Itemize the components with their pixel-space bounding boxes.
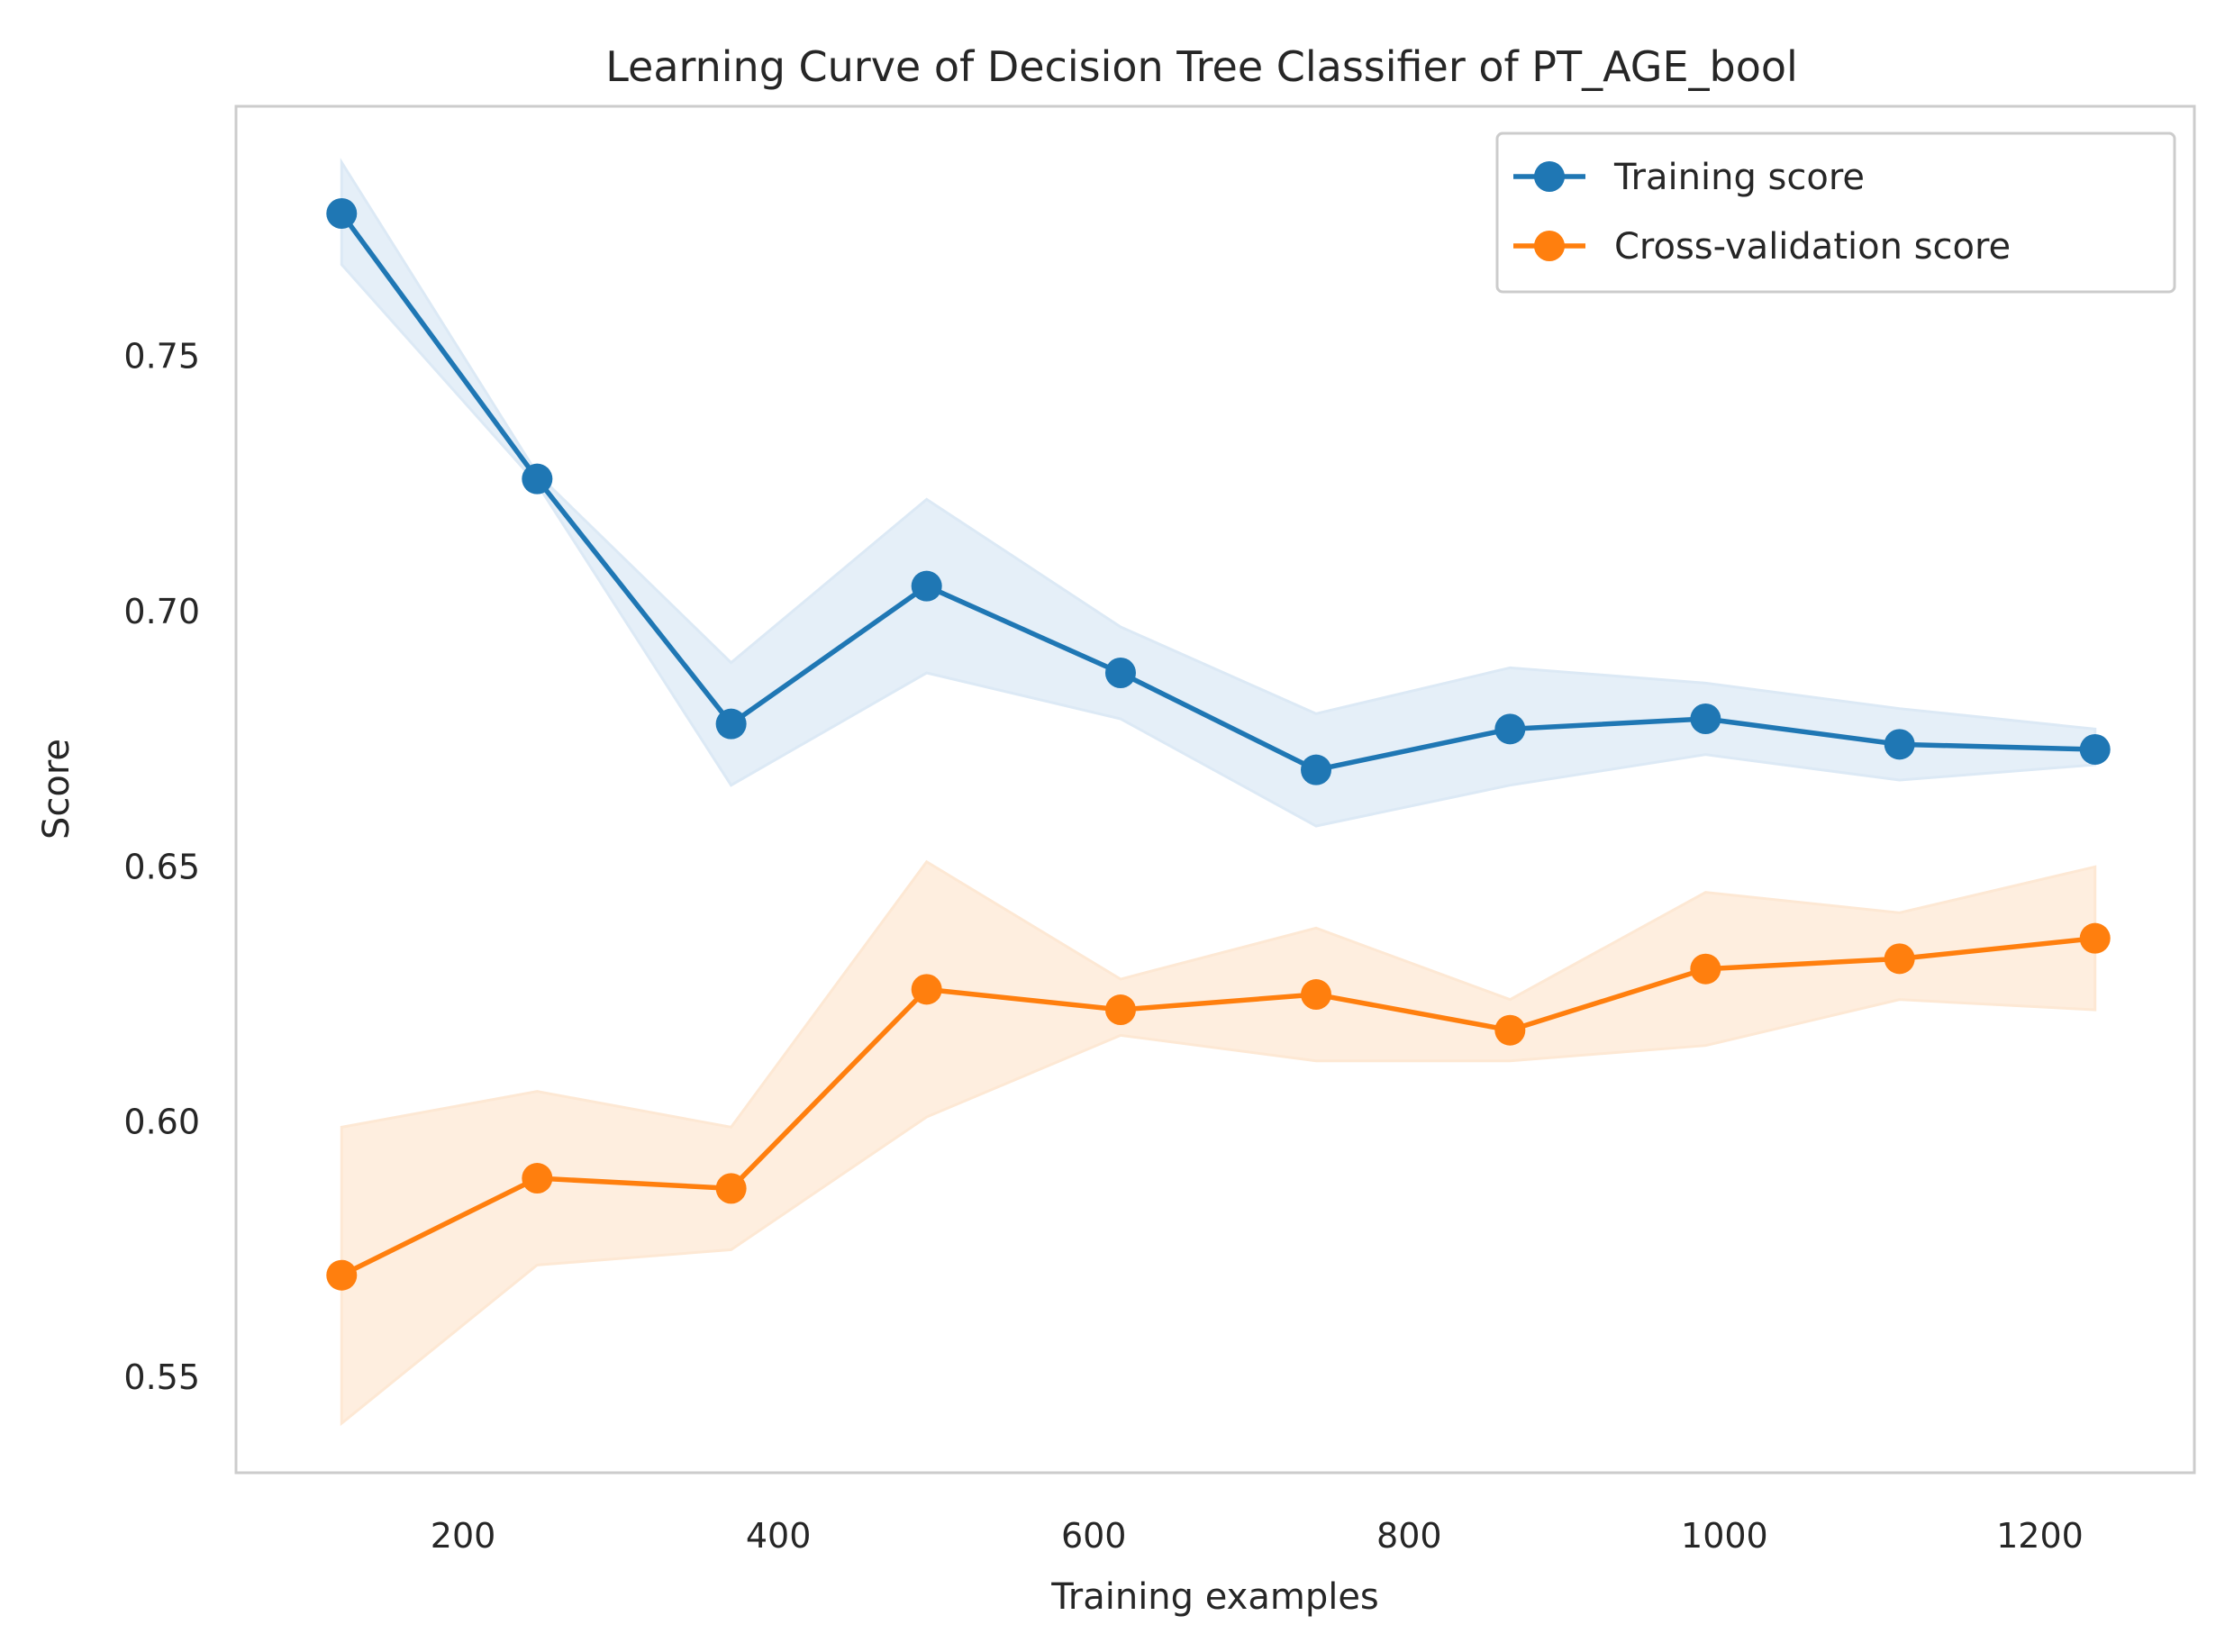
data-point-series-1 (1301, 754, 1332, 785)
series-points (326, 198, 2111, 1291)
confidence-band-series-1 (340, 158, 2097, 828)
series-lines (340, 212, 2096, 1278)
y-axis-title: Score (36, 739, 77, 840)
x-tick-label: 1000 (1681, 1516, 1768, 1556)
legend-box (1495, 132, 2176, 294)
data-point-series-2 (1494, 1014, 1526, 1046)
legend-label-series-1: Training score (1613, 157, 1865, 198)
confidence-bands (340, 158, 2097, 1427)
data-point-series-2 (522, 1163, 553, 1194)
legend: Training score Cross-validation score (1495, 132, 2176, 294)
chart-title: Learning Curve of Decision Tree Classifi… (605, 42, 1798, 91)
data-point-series-2 (1301, 979, 1332, 1011)
plot-area-frame (234, 104, 2196, 1475)
data-point-series-2 (1104, 994, 1136, 1026)
y-tick-label: 0.60 (123, 1103, 200, 1142)
data-point-series-2 (1884, 943, 1915, 975)
data-point-series-1 (911, 570, 942, 602)
legend-label-series-2: Cross-validation score (1614, 226, 2011, 268)
data-point-series-1 (326, 198, 358, 230)
data-point-series-1 (715, 708, 747, 740)
y-tick-label: 0.65 (123, 847, 200, 886)
y-tick-label: 0.55 (123, 1357, 200, 1397)
data-point-series-1 (1690, 703, 1721, 735)
data-point-series-1 (1884, 729, 1915, 760)
x-axis-ticks: 200 400 600 800 1000 1200 (431, 1516, 2084, 1556)
x-tick-label: 1200 (1996, 1516, 2084, 1556)
x-tick-label: 800 (1376, 1516, 1442, 1556)
data-point-series-2 (326, 1259, 358, 1291)
data-point-series-2 (715, 1173, 747, 1204)
confidence-band-series-2 (340, 859, 2097, 1427)
data-point-series-2 (1690, 953, 1721, 985)
series-line-2 (341, 935, 2096, 1278)
y-axis-ticks: 0.55 0.60 0.65 0.70 0.75 (123, 337, 200, 1397)
data-point-series-2 (2079, 922, 2111, 954)
x-tick-label: 600 (1061, 1516, 1127, 1556)
series-line-1 (340, 212, 2095, 773)
y-tick-label: 0.70 (123, 592, 200, 631)
data-point-series-1 (1104, 658, 1136, 689)
legend-marker-series-2 (1534, 231, 1565, 261)
legend-marker-series-1 (1534, 161, 1565, 192)
data-point-series-1 (1494, 713, 1526, 745)
x-axis-title: Training examples (1050, 1576, 1379, 1618)
data-point-series-2 (911, 974, 942, 1005)
data-point-series-1 (522, 463, 553, 495)
x-tick-label: 400 (746, 1516, 812, 1556)
data-point-series-1 (2079, 734, 2111, 766)
x-tick-label: 200 (431, 1516, 496, 1556)
y-tick-label: 0.75 (123, 337, 200, 377)
